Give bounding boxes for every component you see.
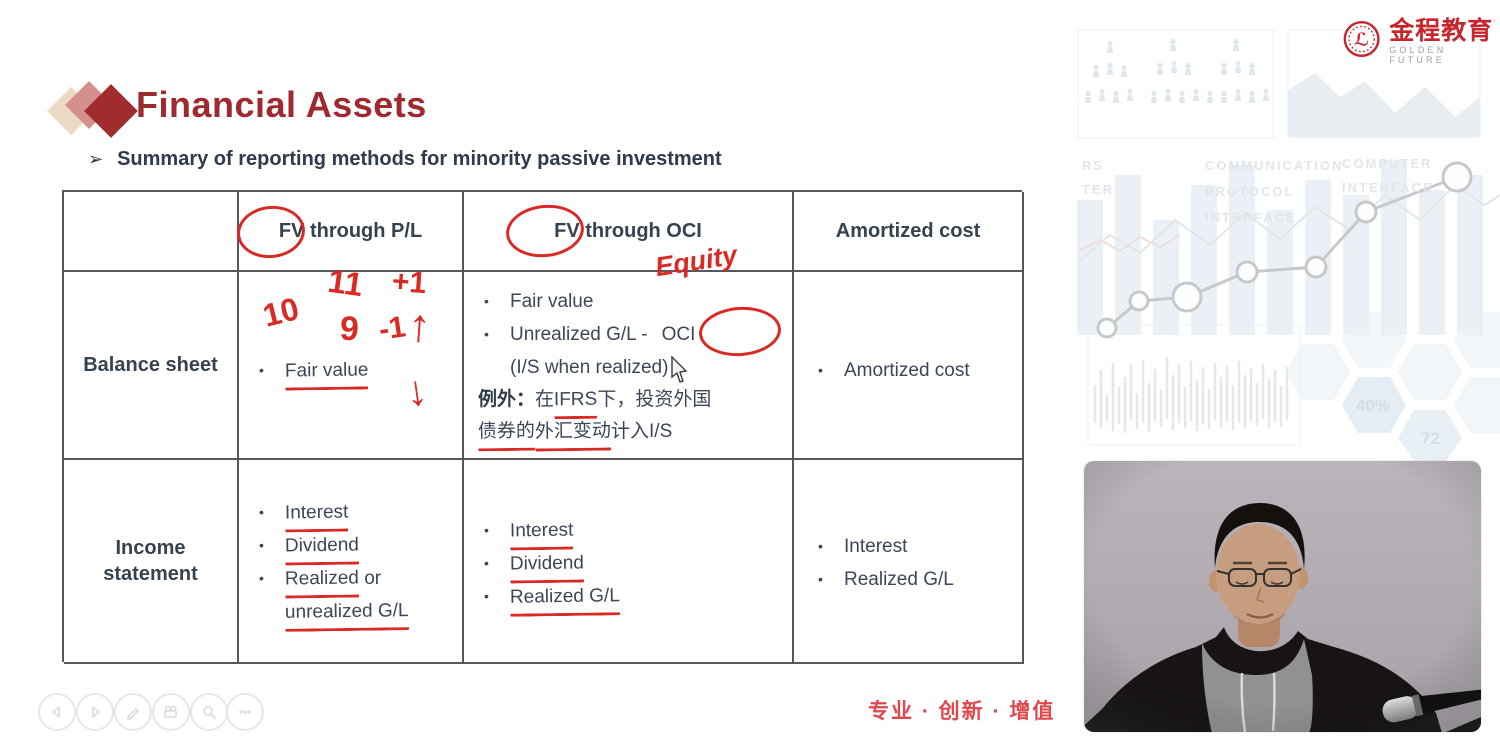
list-item: Amortized cost: [808, 354, 1016, 387]
brand-slogan: 专业 · 创新 · 增值: [868, 700, 1056, 723]
mouse-cursor: [671, 356, 688, 383]
page-title: Financial Assets: [136, 84, 427, 125]
svg-text:ℒ: ℒ: [1354, 30, 1369, 50]
list-item: Fair value: [249, 353, 456, 391]
prev-slide-button[interactable]: [38, 693, 76, 731]
hexagon-decor: 40% 72: [1286, 312, 1500, 461]
list-item: Unrealized G/L -OCI: [474, 318, 786, 351]
handwritten-number: 9: [339, 309, 360, 349]
ellipsis-icon: [239, 710, 251, 714]
bg-protocol-label: PROTOCOL: [1205, 184, 1295, 199]
magnifier-icon: [203, 706, 216, 719]
logo-seal-icon: ℒ: [1343, 20, 1380, 58]
arrow-bullet-icon: ➢: [88, 149, 104, 169]
list-item: Dividend: [249, 528, 456, 566]
list-item-continuation: unrealized G/L: [249, 594, 456, 632]
list-item: Fair value: [474, 285, 786, 318]
handwritten-number: -1: [376, 310, 408, 347]
row-label-income-statement: Income statement: [64, 460, 239, 664]
cell-balance-fvpl: Fair value: [239, 272, 464, 460]
camera-tool-button[interactable]: [152, 693, 190, 731]
instructor-illustration: [1084, 461, 1481, 732]
logo-trademark: ’: [1493, 18, 1496, 30]
row-label-balance-sheet: Balance sheet: [64, 272, 239, 460]
list-item: Interest: [249, 495, 456, 533]
list-item: Realized or: [249, 561, 456, 599]
bg-interface2-label: INTERFACE: [1342, 180, 1434, 195]
logo-chinese-name: 金程教育: [1389, 17, 1494, 45]
pink-line-decor: [1079, 234, 1181, 253]
table-header-fvpl: FV through P/L: [239, 192, 464, 272]
next-icon: [92, 706, 100, 718]
brand-logo: ℒ 金程教育’ GOLDEN FUTURE: [1342, 18, 1500, 65]
instructor-video-panel: [1084, 461, 1481, 732]
handwritten-number: 11: [325, 261, 366, 304]
more-tools-button[interactable]: [226, 693, 264, 731]
hex-label-72: 72: [1421, 429, 1440, 448]
zoom-tool-button[interactable]: [190, 693, 228, 731]
bg-fragment-text: TER: [1082, 182, 1114, 197]
line-chart-decor: [1096, 161, 1473, 339]
handwritten-up-arrow: ↑: [406, 298, 433, 352]
bg-interface-label: INTERFACE: [1205, 210, 1297, 225]
slide-subtitle: ➢ Summary of reporting methods for minori…: [88, 148, 722, 170]
pen-tool-button[interactable]: [114, 693, 152, 731]
stem-chart-decor: [1093, 357, 1289, 433]
pen-icon: [127, 708, 139, 720]
next-slide-button[interactable]: [76, 693, 114, 731]
list-item-continuation: (I/S when realized): [510, 357, 669, 378]
bg-computer-label: COMPUTER: [1342, 156, 1433, 171]
prev-icon: [52, 706, 60, 718]
exception-note-line1: 例外：在IFRS下，投资外国: [474, 383, 786, 420]
logo-english-name: GOLDEN FUTURE: [1389, 45, 1447, 65]
table-header-fvoci: FV through OCI: [464, 192, 794, 272]
list-item: Interest: [474, 513, 786, 551]
cell-balance-fvoci: Fair value Unrealized G/L -OCI (I/S when…: [464, 272, 794, 460]
cell-balance-amortized: Amortized cost: [794, 272, 1024, 460]
table-header-amortized: Amortized cost: [794, 192, 1024, 272]
exception-note-line2: 债券的外汇变动计入I/S: [474, 415, 786, 452]
list-item: Interest: [808, 530, 1016, 563]
list-item: Realized G/L: [808, 563, 1016, 596]
list-item: Realized G/L: [474, 579, 786, 617]
cell-income-amortized: Interest Realized G/L: [794, 460, 1024, 664]
table-header-empty: [64, 192, 239, 272]
cell-income-fvpl: Interest Dividend Realized or unrealized…: [239, 460, 464, 664]
handwritten-number: 10: [259, 290, 303, 334]
reporting-methods-table: FV through P/L FV through OCI Amortized …: [62, 190, 1024, 664]
hex-label-40: 40%: [1356, 396, 1390, 415]
cell-income-fvoci: Interest Dividend Realized G/L: [464, 460, 794, 664]
bg-communication-label: COMMUNICATION: [1205, 158, 1344, 173]
zigzag-line-decor: [1079, 183, 1500, 261]
title-diamonds-icon: [46, 80, 142, 138]
bg-fragment-text: RS: [1082, 158, 1105, 173]
camera-icon: [164, 705, 177, 718]
decorative-infographic: 40% 72: [1077, 29, 1500, 461]
list-item: Dividend: [474, 546, 786, 584]
handwritten-number: +1: [390, 264, 428, 301]
